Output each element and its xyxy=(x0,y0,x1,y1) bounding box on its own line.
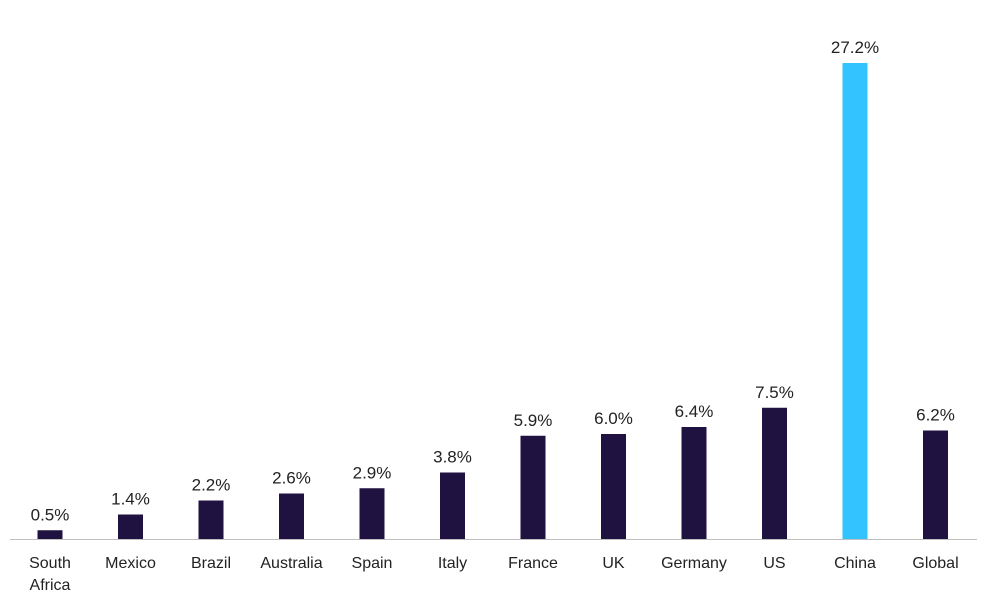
value-label: 2.6% xyxy=(272,469,311,488)
bar xyxy=(359,488,385,539)
bar xyxy=(118,514,143,539)
x-tick-label: France xyxy=(508,555,558,572)
x-tick-label: Mexico xyxy=(105,555,156,572)
value-label: 6.2% xyxy=(916,406,955,425)
bar xyxy=(279,493,304,539)
value-label: 27.2% xyxy=(831,38,879,57)
x-tick-label: US xyxy=(763,555,786,572)
bar xyxy=(198,500,224,539)
bar xyxy=(520,435,546,539)
value-label: 6.0% xyxy=(594,409,633,428)
bar xyxy=(37,530,63,539)
bar xyxy=(601,434,626,539)
x-tick-label: South Africa xyxy=(29,555,71,594)
value-label: 6.4% xyxy=(675,402,714,421)
bar xyxy=(440,472,465,539)
value-label: 1.4% xyxy=(111,490,150,509)
x-tick-label: Spain xyxy=(351,555,393,572)
bar xyxy=(681,427,707,539)
value-label: 0.5% xyxy=(31,505,70,524)
x-tick-label: Italy xyxy=(437,555,468,572)
value-label: 7.5% xyxy=(755,383,794,402)
x-tick-label: Australia xyxy=(260,555,323,572)
x-tick-label: Brazil xyxy=(190,555,231,572)
bar xyxy=(923,430,948,539)
value-label: 2.9% xyxy=(353,463,392,482)
value-label: 2.2% xyxy=(192,476,231,495)
x-tick-label: China xyxy=(834,555,876,572)
x-tick-label: Germany xyxy=(661,555,727,572)
value-label: 5.9% xyxy=(514,411,553,430)
bar xyxy=(842,63,868,539)
bar xyxy=(762,407,787,539)
x-tick-label: UK xyxy=(602,555,625,572)
value-label: 3.8% xyxy=(433,448,472,467)
x-tick-label: Global xyxy=(912,555,959,572)
